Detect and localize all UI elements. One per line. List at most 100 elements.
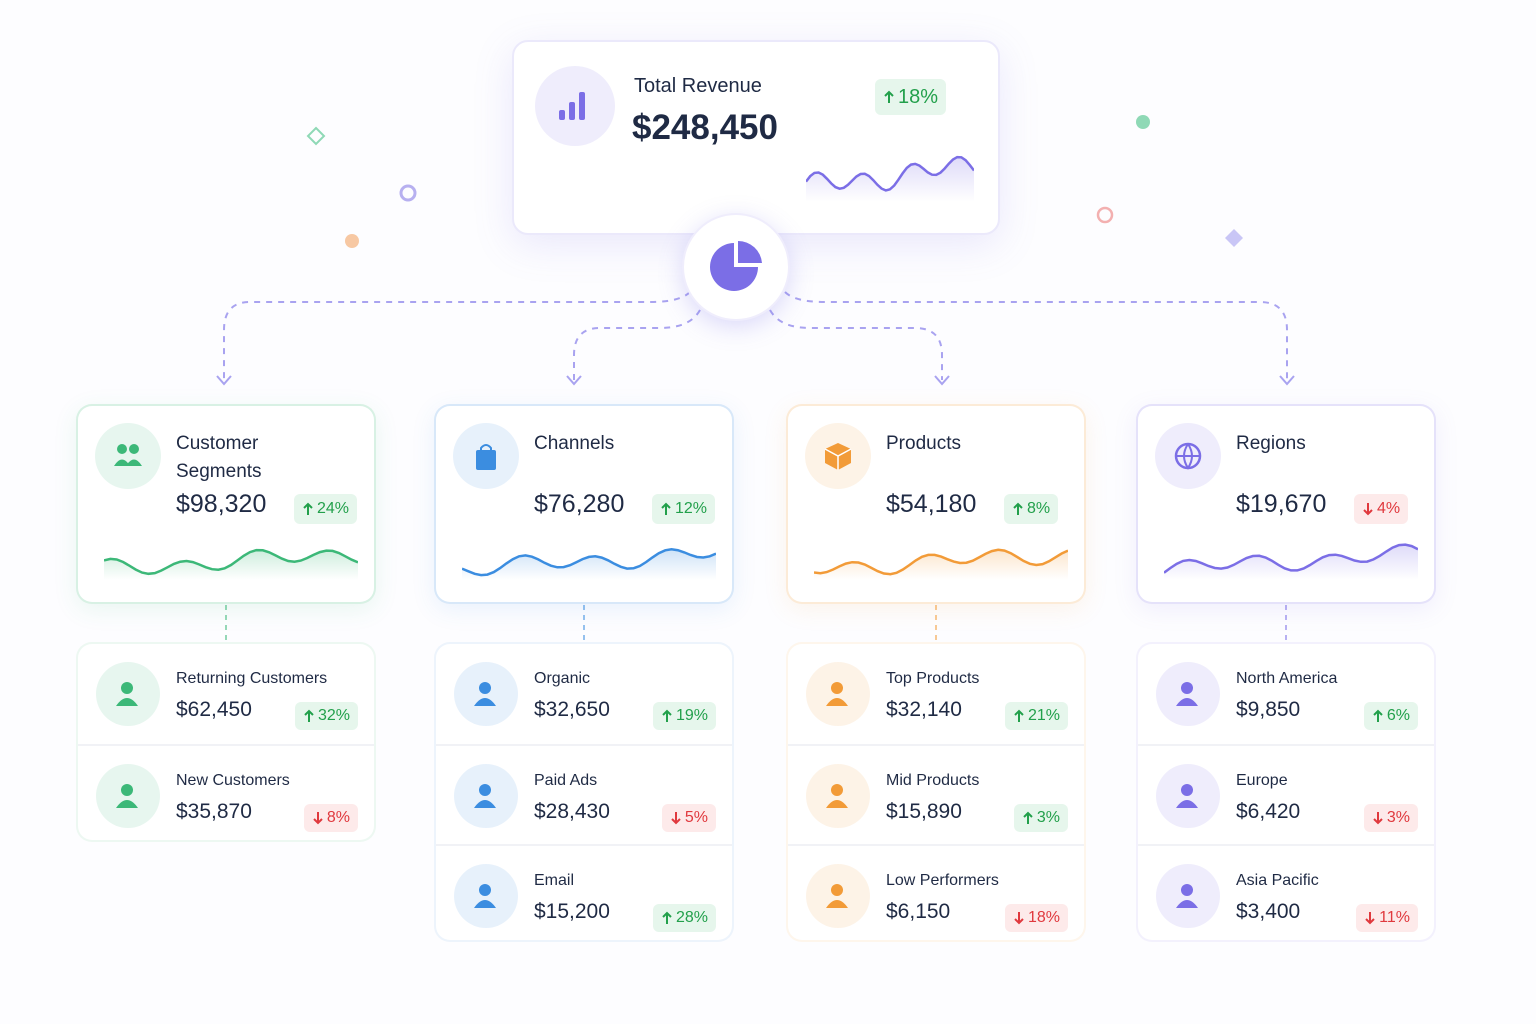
icon-glyph [1176,784,1198,808]
group-title: Customer Segments [176,433,262,482]
total-value: $248,450 [632,108,778,147]
item-label: Top Products [886,670,980,687]
change-badge: 5% [661,804,716,832]
trend-arrow [661,502,671,515]
trend-arrow [1014,709,1024,722]
change-badge: 11% [1356,904,1418,932]
icon [806,764,870,828]
sparkline [462,548,716,580]
trend-arrow [662,709,672,722]
item-row: Returning Customers $62,450 32% [78,644,374,742]
item-value: $9,850 [1236,698,1301,721]
change-badge: 18% [875,79,947,115]
group-value: $76,280 [534,490,625,518]
trend-arrow [1014,912,1024,925]
item-row: Low Performers $6,150 18% [788,844,1084,944]
icon-glyph [1176,884,1198,908]
icon-glyph [474,682,496,706]
item-label: Asia Pacific [1236,872,1319,889]
icon-glyph [559,92,585,120]
icon [805,423,871,489]
change-value: 18% [1027,909,1060,926]
item-row: Mid Products $15,890 3% [788,744,1084,844]
trend-arrow [671,812,681,825]
group-items: North America $9,850 6% Europe $6,420 3% Asia … [1136,642,1436,942]
change-badge: 28% [652,904,716,932]
group-title: Channels [534,433,615,454]
icon [454,764,518,828]
trend-arrow [303,502,313,515]
item-value: $32,140 [886,698,962,721]
item-row: North America $9,850 6% [1138,644,1434,742]
item-label: Returning Customers [176,670,328,687]
item-value: $3,400 [1236,900,1301,923]
change-badge: 4% [1354,494,1409,524]
change-value: 4% [1377,500,1401,517]
icon-glyph [1174,442,1201,470]
icon [1156,764,1220,828]
trend-arrow [1023,811,1033,824]
item-label: Mid Products [886,772,980,789]
icon [454,662,518,726]
group-card: Products $54,180 8% [786,404,1086,604]
group-card: Customer Segments $98,320 24% [76,404,376,604]
group-value: $98,320 [176,490,267,518]
sparkline [814,548,1068,580]
item-value: $32,650 [534,698,610,721]
item-value: $62,450 [176,698,252,721]
change-badge: 18% [1004,904,1068,932]
group-items: Top Products $32,140 21% Mid Products $15,89… [786,642,1086,942]
change-badge: 8% [303,804,358,832]
trend-arrow [1373,812,1383,825]
change-badge: 8% [1004,494,1059,524]
item-row: Top Products $32,140 21% [788,644,1084,742]
icon-glyph [824,442,851,470]
connector [583,605,585,643]
item-value: $6,150 [886,900,951,923]
trend-arrow [313,812,323,825]
item-row: Paid Ads $28,430 5% [436,744,732,844]
item-label: Email [534,872,575,889]
change-badge: 19% [652,702,716,730]
trend-arrow [1013,502,1023,515]
change-badge: 21% [1004,702,1068,730]
connector [935,605,937,643]
icon [806,662,870,726]
icon [806,864,870,928]
change-value: 6% [1386,707,1410,724]
change-badge: 32% [294,702,358,730]
change-badge: 6% [1363,702,1418,730]
trend-arrow [662,911,672,924]
group-items: Returning Customers $62,450 32% New Custome… [76,642,376,842]
item-row: Organic $32,650 19% [436,644,732,742]
icon [1156,864,1220,928]
sparkline [806,155,974,202]
group-title: Products [886,433,961,454]
change-badge: 3% [1363,804,1418,832]
change-value: 24% [317,500,350,517]
item-label: Europe [1236,772,1288,789]
icon-glyph [474,784,496,808]
icon-glyph [826,682,848,706]
group-title: Regions [1236,433,1306,454]
icon [1156,662,1220,726]
change-value: 21% [1027,707,1060,724]
item-value: $28,430 [534,800,610,823]
change-value: 8% [1027,500,1051,517]
trend-arrow [304,709,314,722]
connector [1285,605,1287,643]
group-card: Regions $19,670 4% [1136,404,1436,604]
icon [96,662,160,726]
change-value: 11% [1379,909,1410,926]
change-value: 8% [326,809,350,826]
connector [225,605,227,643]
item-label: Paid Ads [534,772,598,789]
item-value: $15,200 [534,900,610,923]
item-label: Organic [534,670,591,687]
group-items: Organic $32,650 19% Paid Ads $28,430 5% Email $… [434,642,734,942]
item-value: $35,870 [176,800,252,823]
change-badge: 24% [294,494,358,524]
icon [535,66,615,146]
